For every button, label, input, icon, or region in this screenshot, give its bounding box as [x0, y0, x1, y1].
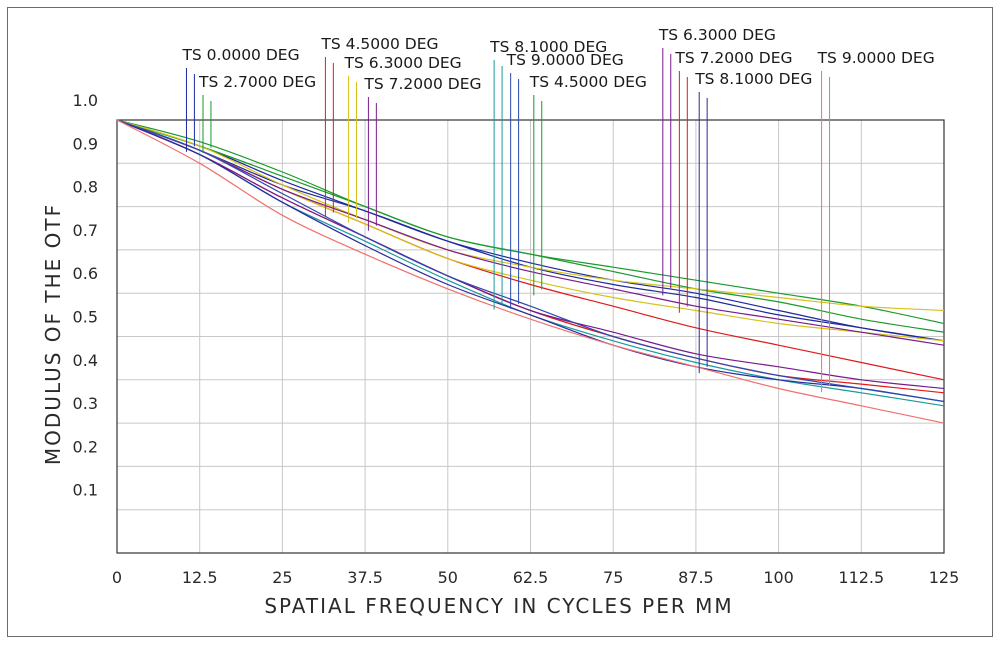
plot-border [116, 119, 945, 554]
series-line [116, 119, 945, 403]
series-line [116, 119, 945, 342]
x-axis-label: SPATIAL FREQUENCY IN CYCLES PER MM [264, 594, 733, 618]
field-label: TS 6.3000 DEG [344, 54, 462, 72]
y-tick-label: 0.6 [73, 264, 98, 283]
chart-frame [7, 7, 993, 637]
x-tick-label: 12.5 [182, 568, 218, 587]
field-label: TS 9.0000 DEG [506, 51, 624, 69]
field-label: TS 7.2000 DEG [363, 75, 481, 93]
y-tick-label: 1.0 [73, 91, 98, 110]
x-tick-label: 125 [929, 568, 960, 587]
series-line [116, 119, 945, 403]
field-label: TS 7.2000 DEG [674, 49, 792, 67]
x-tick-label: 37.5 [347, 568, 383, 587]
tick-labels: 0 12.5 25 37.5 50 62.5 75 87.5 100 112.5 125 0.1 0.2… [73, 91, 960, 587]
x-tick-label: 75 [603, 568, 623, 587]
x-tick-label: 0 [112, 568, 122, 587]
field-label: TS 2.7000 DEG [198, 73, 316, 91]
y-axis-label: MODULUS OF THE OTF [41, 203, 65, 465]
x-tick-label: 50 [438, 568, 458, 587]
series-line [116, 119, 945, 333]
field-label: TS 8.1000 DEG [489, 38, 607, 56]
x-tick-label: 87.5 [678, 568, 714, 587]
x-tick-label: 112.5 [838, 568, 884, 587]
field-label: TS 9.0000 DEG [817, 49, 935, 67]
grid [116, 119, 945, 554]
y-tick-label: 0.7 [73, 221, 98, 240]
x-tick-label: 25 [272, 568, 292, 587]
field-label: TS 4.5000 DEG [529, 73, 647, 91]
field-label: TS 4.5000 DEG [320, 35, 438, 53]
series-line [116, 119, 945, 390]
x-tick-label: 100 [763, 568, 794, 587]
y-tick-label: 0.1 [73, 481, 98, 500]
y-tick-label: 0.9 [73, 134, 98, 153]
series-line [116, 119, 945, 346]
series-line [116, 119, 945, 424]
series-line [116, 119, 945, 312]
y-tick-label: 0.5 [73, 308, 98, 327]
field-label: TS 6.3000 DEG [658, 26, 776, 44]
y-tick-label: 0.3 [73, 394, 98, 413]
y-tick-label: 0.8 [73, 178, 98, 197]
series-lines [116, 119, 945, 424]
x-tick-label: 62.5 [513, 568, 549, 587]
field-label: TS 0.0000 DEG [181, 46, 299, 64]
field-label: TS 8.1000 DEG [694, 70, 812, 88]
y-tick-label: 0.4 [73, 351, 98, 370]
y-tick-label: 0.2 [73, 437, 98, 456]
